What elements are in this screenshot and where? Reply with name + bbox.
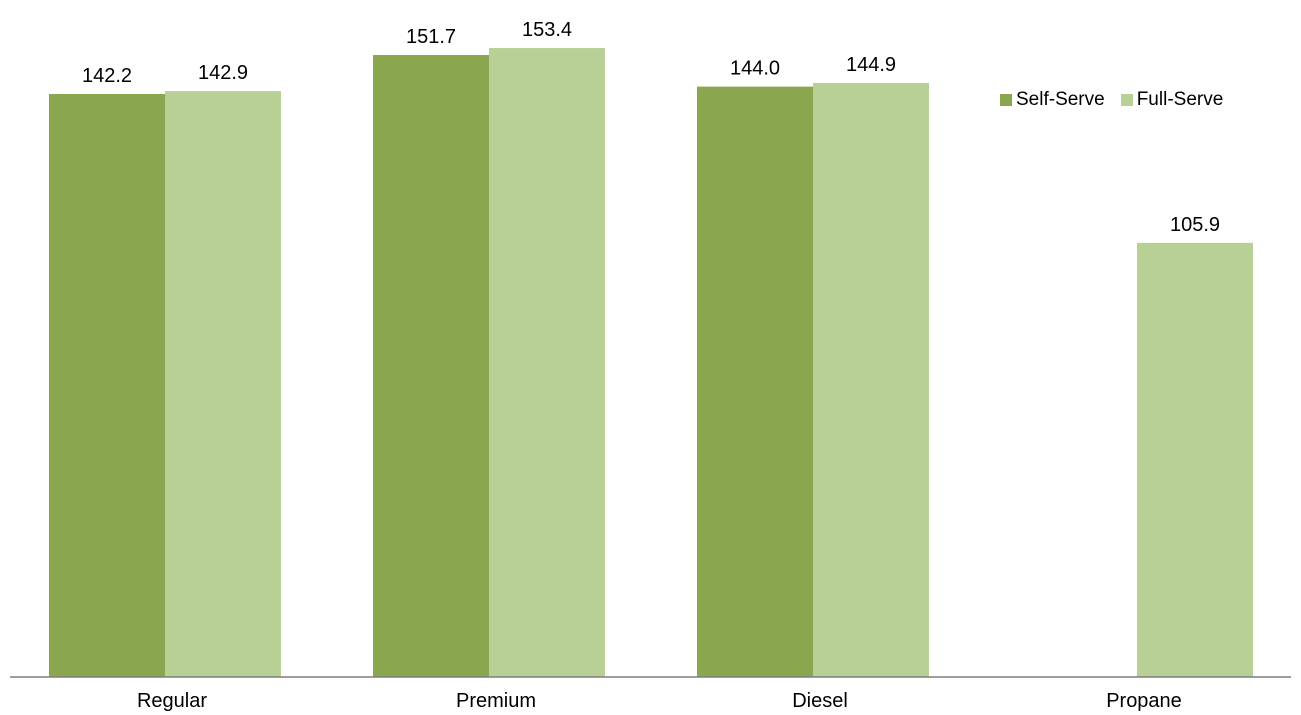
data-label-regular-full-serve: 142.9 [198, 62, 248, 84]
data-labels-layer: 142.2 142.9 151.7 153.4 144.0 144.9 105.9 [82, 19, 1220, 236]
x-tick-label-diesel: Diesel [792, 690, 848, 712]
legend-label-self-serve: Self-Serve [1016, 89, 1105, 110]
x-tick-label-regular: Regular [137, 690, 207, 712]
data-label-premium-self-serve: 151.7 [406, 26, 456, 48]
x-tick-label-premium: Premium [456, 690, 536, 712]
x-axis-ticks: Regular Premium Diesel Propane [137, 690, 1182, 712]
bar-regular-full-serve [165, 91, 281, 678]
bars-layer [49, 48, 1253, 678]
legend-swatch-full-serve [1120, 94, 1133, 106]
bar-propane-full-serve [1137, 242, 1253, 677]
legend-label-full-serve: Full-Serve [1136, 89, 1224, 110]
legend: Self-Serve Full-Serve [1000, 89, 1223, 111]
bar-premium-self-serve [373, 55, 489, 677]
data-label-diesel-self-serve: 144.0 [730, 58, 780, 80]
bar-regular-self-serve [49, 93, 165, 678]
data-label-propane-full-serve: 105.9 [1170, 214, 1220, 236]
x-tick-label-propane: Propane [1106, 690, 1182, 712]
legend-swatch-self-serve [1000, 94, 1012, 106]
data-label-regular-self-serve: 142.2 [82, 65, 132, 87]
data-label-diesel-full-serve: 144.9 [846, 54, 896, 76]
legend-item-full-serve: Full-Serve [1120, 89, 1224, 111]
legend-item-self-serve: Self-Serve [1000, 89, 1105, 111]
bar-diesel-full-serve [813, 82, 929, 677]
bar-diesel-self-serve [697, 86, 813, 678]
bar-premium-full-serve [489, 48, 605, 678]
data-label-premium-full-serve: 153.4 [522, 19, 572, 41]
